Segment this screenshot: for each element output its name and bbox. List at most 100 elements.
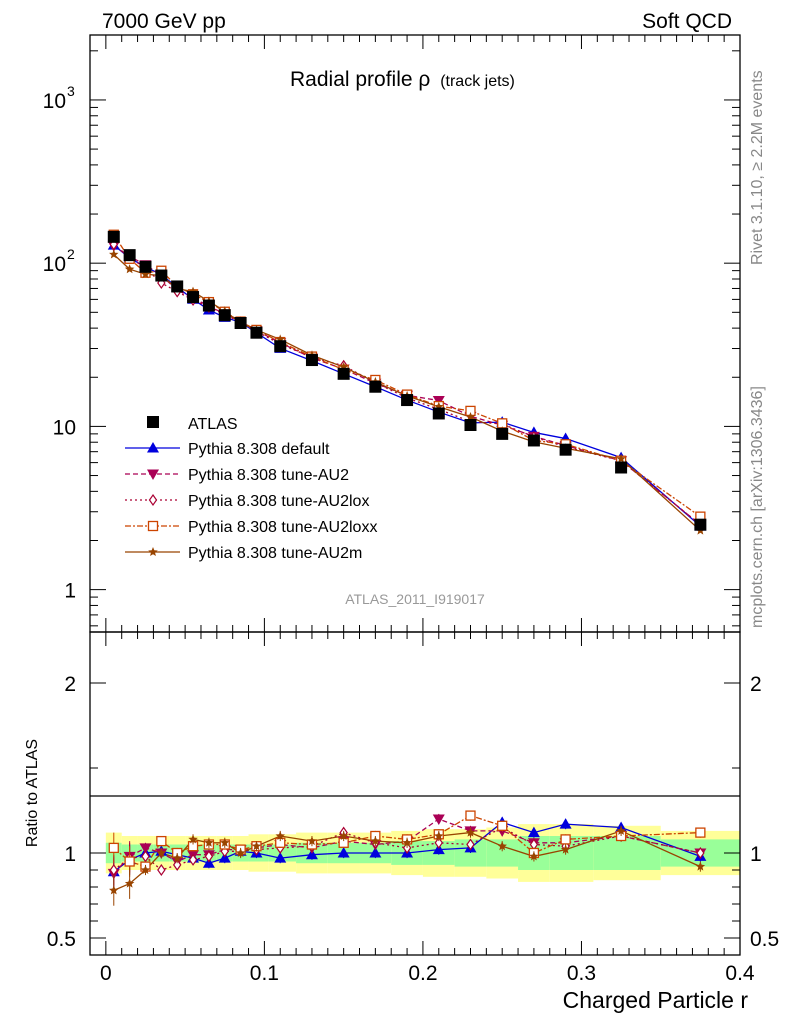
mcplots-reference-label: mcplots.cern.ch [arXiv:1306.3436] (749, 386, 766, 628)
y-tick-label-exponent: 2 (67, 246, 75, 262)
series-4-ratio-point (529, 851, 539, 861)
series-4-ratio-point (109, 885, 119, 895)
data-point (694, 518, 707, 531)
series-2-ratio-point (434, 836, 444, 849)
series-4-ratio-point (156, 848, 167, 857)
data-point (274, 340, 287, 353)
ratio-band-inner (593, 836, 661, 870)
series-4-ratio-point (204, 837, 214, 847)
data-point (464, 418, 477, 431)
series-2-ratio-point (188, 853, 198, 866)
chart-title-main: Radial profile ρ (290, 68, 430, 91)
data-point (559, 443, 572, 456)
y-tick-label: 1 (64, 580, 76, 603)
legend-label-series-2: Pythia 8.308 tune-AU2lox (188, 493, 369, 510)
legend-entry-data: ATLAS (147, 416, 238, 433)
series-4-point (140, 269, 151, 279)
series-4-ratio-point (695, 861, 706, 871)
header-left-label: 7000 GeV pp (102, 10, 226, 33)
series-0-ratio-point (337, 847, 350, 858)
legend-entry-series-1: Pythia 8.308 tune-AU2 (125, 467, 349, 484)
series-0-ratio-point (369, 847, 382, 858)
series-3-ratio-point (560, 834, 571, 845)
y-tick-label-ratio: 2 (64, 673, 76, 696)
ratio-panel: 0.5 0.51 12 2 0 0.1 0.2 0.3 0.4 Ratio to ATLAS … (24, 631, 779, 1013)
series-2-ratio-point (157, 863, 166, 877)
series-2-ratio-point (204, 850, 214, 863)
legend-marker-series-0 (147, 442, 159, 453)
series-2-ratio-point (466, 838, 475, 851)
series-0-ratio-point (218, 852, 231, 863)
series-0-ratio-point (274, 852, 287, 863)
series-4-ratio-point (434, 831, 444, 840)
data-point (234, 317, 247, 330)
y-tick-label-ratio-right: 0.5 (750, 928, 779, 951)
series-4-ratio-point (235, 848, 246, 857)
series-1-ratio-point (139, 843, 152, 854)
series-4-ratio-point (370, 836, 381, 846)
series-3-ratio-point (695, 827, 706, 838)
series-3-ratio-point (156, 835, 167, 847)
x-tick-label: 0.2 (408, 962, 437, 985)
legend-marker-series-4 (148, 547, 158, 556)
series-0-ratio-point (432, 843, 445, 855)
legend-marker-series-2 (148, 493, 158, 507)
data-point (250, 326, 263, 339)
data-point (202, 299, 215, 312)
chart-title: Radial profile ρ (track jets) (290, 68, 515, 91)
series-0-ratio-point (559, 818, 572, 829)
series-4-line (113, 253, 701, 532)
data-point (369, 380, 382, 393)
legend-label-series-0: Pythia 8.308 default (188, 441, 330, 458)
series-4-point (275, 334, 285, 344)
x-tick-label: 0.4 (725, 962, 755, 985)
y-tick-label: 10 (53, 416, 76, 439)
y-tick-label-ratio: 1 (64, 843, 76, 866)
series-4-ratio-point (560, 844, 571, 854)
series-2-ratio-point (141, 850, 150, 863)
data-point (218, 309, 231, 322)
data-point (107, 230, 120, 243)
legend-entry-series-3: Pythia 8.308 tune-AU2loxx (125, 519, 377, 536)
data-point (527, 434, 540, 447)
series-3-ratio-point (108, 842, 119, 854)
chart-title-sub: (track jets) (440, 73, 515, 90)
y-tick-label: 10 (43, 253, 66, 276)
data-point (171, 280, 184, 293)
series-3-ratio-line (113, 814, 701, 868)
series-0-line (113, 244, 701, 527)
series-4-point (109, 249, 119, 259)
y-axis-label-ratio: Ratio to ATLAS (24, 739, 41, 847)
series-2-line (113, 243, 701, 526)
series-4-ratio-point (497, 841, 507, 851)
y-tick-label-ratio-right: 1 (750, 843, 762, 866)
data-point (305, 354, 318, 367)
y-tick-label-exponent: 3 (67, 83, 75, 99)
analysis-label: ATLAS_2011_I919017 (345, 591, 485, 607)
x-tick-label: 0.3 (567, 962, 596, 985)
header-right-label: Soft QCD (642, 10, 732, 33)
data-point (337, 367, 350, 380)
legend: ATLAS Pythia 8.308 default Pythia 8.308 tu… (125, 416, 377, 562)
legend-label-series-4: Pythia 8.308 tune-AU2m (188, 545, 362, 562)
series-4-ratio-point (465, 827, 476, 837)
legend-entry-series-4: Pythia 8.308 tune-AU2m (125, 545, 362, 562)
series-0-ratio-point (305, 848, 318, 860)
x-tick-label: 0 (100, 962, 112, 985)
series-0-ratio-point (202, 857, 215, 868)
series-3-line (113, 234, 701, 518)
legend-label-data: ATLAS (188, 416, 238, 433)
series-4-ratio-point (275, 831, 285, 840)
x-axis-label: Charged Particle r (563, 987, 749, 1013)
series-1-ratio-point (432, 814, 445, 825)
data-point (139, 260, 152, 273)
data-point (496, 427, 509, 440)
legend-marker-data (147, 416, 159, 428)
series-4-ratio-point (124, 878, 135, 888)
series-4-ratio-point (338, 831, 349, 840)
y-tick-label-ratio: 0.5 (47, 928, 76, 951)
series-1-ratio-line (113, 818, 701, 874)
series-3-ratio-point (465, 810, 476, 821)
series-4-ratio-point (188, 834, 198, 844)
